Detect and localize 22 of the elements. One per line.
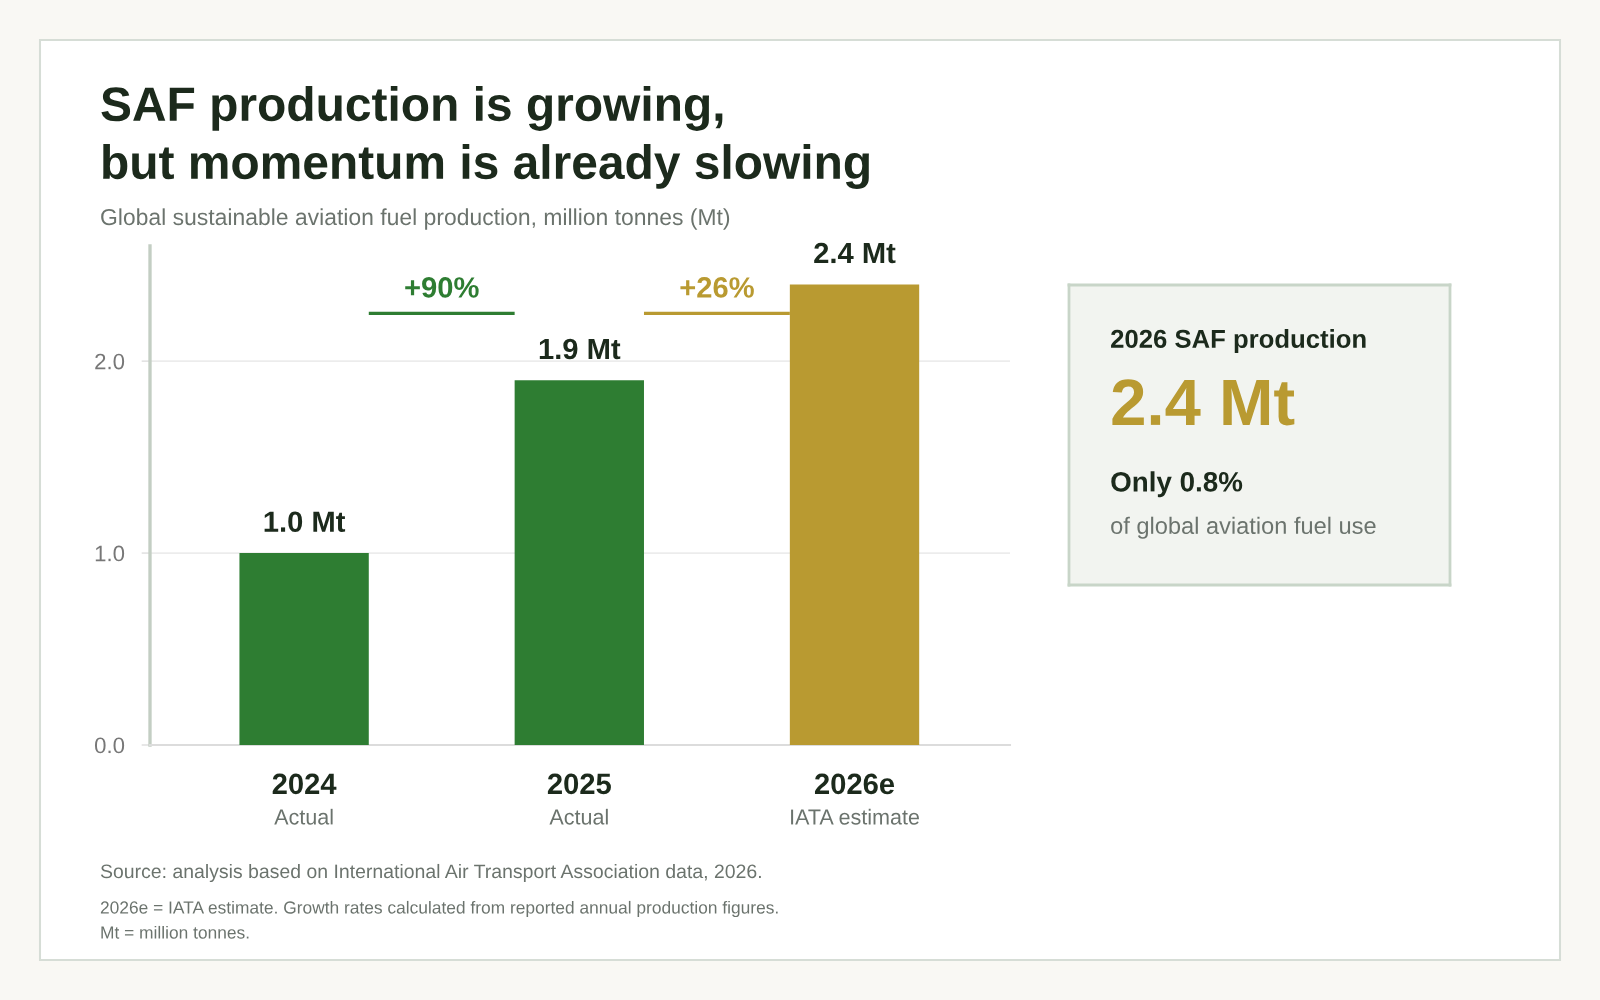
annotation: +26% xyxy=(680,277,754,298)
data-label: 2.4 Mt xyxy=(814,242,896,264)
text: of global aviation fuel use xyxy=(1111,516,1376,539)
text: Only 0.8% xyxy=(1111,471,1243,498)
chart-subtitle: Global sustainable aviation fuel production, million tonnes (Mt) xyxy=(101,208,730,230)
source-note: Source: analysis based on International Air Transport Association data, 2026. xyxy=(100,863,761,883)
text: Mt = million tonnes. xyxy=(101,925,249,939)
bar xyxy=(514,380,644,745)
data-label: 1.9 Mt xyxy=(539,338,621,360)
annotation: +90% xyxy=(405,277,479,298)
chart-title: SAF production is growing, but momentum is already slowing xyxy=(101,86,869,189)
category-label: 2026e IATA estimate xyxy=(791,773,919,825)
text: 2026e = IATA estimate. Growth rates calculated from reported annual production figures. xyxy=(100,900,778,918)
text: 2026 SAF production xyxy=(1111,329,1366,354)
category-label: 2024 Actual xyxy=(272,773,337,825)
bar xyxy=(239,553,369,745)
data-label: 1.0 Mt xyxy=(264,511,346,533)
y-tick-label: 1.0 xyxy=(95,545,125,562)
category-label: 2025 Actual xyxy=(547,773,611,825)
y-tick-label: 0.0 xyxy=(94,737,125,754)
y-tick-label: 2.0 xyxy=(95,353,125,370)
text: 2.4 Mt xyxy=(1112,379,1295,426)
